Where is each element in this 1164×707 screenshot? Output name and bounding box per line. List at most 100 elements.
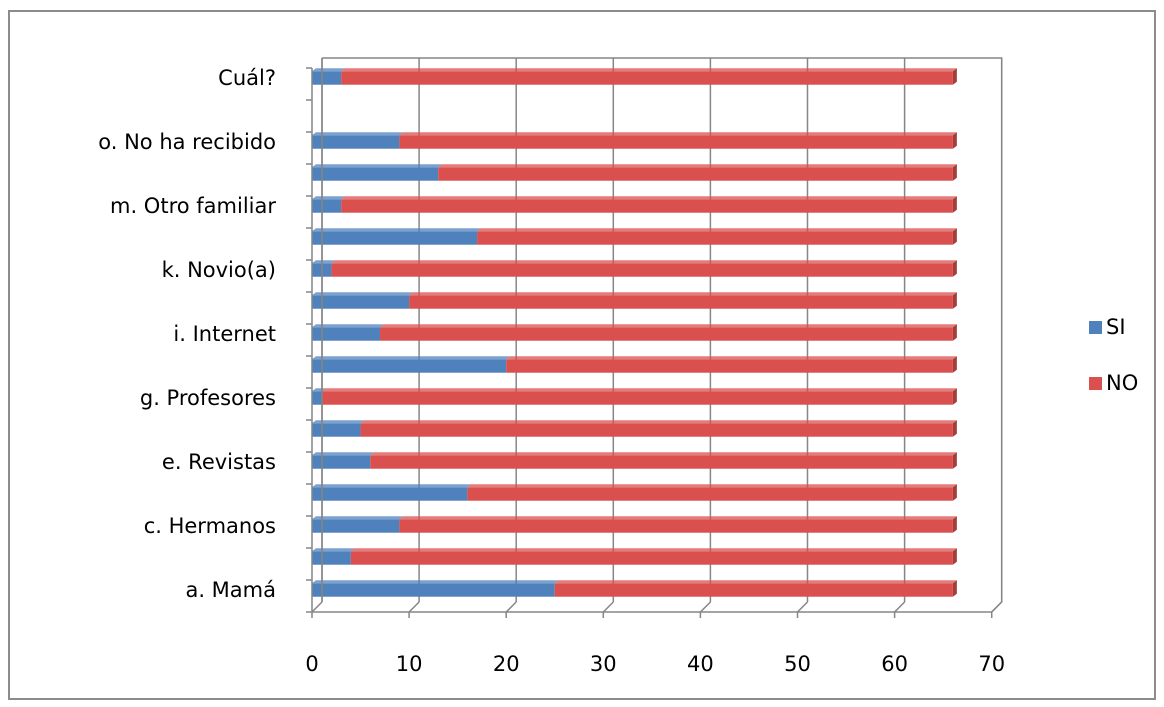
category-labels: a. Mamá c. Hermanos e. Revistas g. Profesor… — [98, 66, 276, 602]
bar-top-face — [312, 68, 346, 72]
category-label: g. Profesores — [140, 386, 276, 410]
bar-segment — [399, 519, 953, 533]
x-tick-labels: 0 10 20 30 40 50 60 70 — [305, 652, 1005, 676]
bar-segment — [467, 487, 953, 501]
bar-segment — [341, 71, 953, 85]
x-tick-label: 40 — [687, 652, 714, 676]
x-tick-label: 70 — [978, 652, 1005, 676]
category-label: m. Otro familiar — [110, 194, 276, 218]
bar-end-cap — [952, 484, 957, 501]
bar-segment — [312, 487, 468, 501]
x-tick-label: 50 — [784, 652, 811, 676]
bar-segment — [312, 199, 342, 213]
bar-segment — [506, 359, 953, 373]
gridline-floor — [602, 601, 614, 613]
bar-end-cap — [952, 228, 957, 245]
bar-top-face — [312, 228, 482, 232]
gridline-floor — [311, 601, 323, 613]
bar-top-face — [312, 324, 384, 328]
bar-segment — [312, 71, 342, 85]
legend-label: SI — [1106, 315, 1126, 339]
bar-segment — [312, 391, 322, 405]
category-label: a. Mamá — [185, 578, 276, 602]
bar-end-cap — [952, 356, 957, 373]
bar-segment — [312, 167, 439, 181]
bar-end-cap — [952, 260, 957, 277]
bar-segment — [350, 551, 953, 565]
bar-segment — [331, 263, 953, 277]
bar-segment — [477, 231, 953, 245]
bar-end-cap — [952, 420, 957, 437]
bar-segment — [312, 135, 400, 149]
bar-top-face — [331, 260, 957, 264]
x-tick-label: 30 — [590, 652, 617, 676]
bar-top-face — [312, 452, 375, 456]
legend-label: NO — [1106, 371, 1138, 395]
bar-top-face — [350, 548, 957, 552]
bar-end-cap — [952, 580, 957, 597]
bar-top-face — [341, 196, 957, 200]
category-label: Cuál? — [218, 66, 276, 90]
bar-top-face — [370, 452, 957, 456]
bar-top-face — [312, 132, 404, 136]
bar-end-cap — [952, 324, 957, 341]
bar-top-face — [312, 196, 346, 200]
category-label: o. No ha recibido — [98, 130, 276, 154]
bar-end-cap — [952, 516, 957, 533]
bar-end-cap — [952, 388, 957, 405]
bar-segment — [312, 295, 410, 309]
bar-top-face — [312, 580, 559, 584]
bar-end-cap — [952, 292, 957, 309]
bar-top-face — [312, 164, 443, 168]
bar-end-cap — [952, 548, 957, 565]
bar-top-face — [438, 164, 957, 168]
bar-top-face — [506, 356, 957, 360]
x-tick-label: 20 — [493, 652, 520, 676]
bar-end-cap — [952, 452, 957, 469]
bar-segment — [379, 327, 953, 341]
gridline-floor — [408, 601, 420, 613]
gridline-floor — [505, 601, 517, 613]
bar-end-cap — [952, 68, 957, 85]
bar-end-cap — [952, 132, 957, 149]
bar-segment — [321, 391, 953, 405]
bar-top-face — [341, 68, 957, 72]
legend: SI NO — [1089, 315, 1138, 395]
bar-top-face — [399, 132, 957, 136]
bar-segment — [312, 455, 371, 469]
bar-top-face — [477, 228, 957, 232]
bar-top-face — [467, 484, 957, 488]
bar-top-face — [554, 580, 957, 584]
bar-top-face — [321, 388, 957, 392]
bar-top-face — [312, 420, 365, 424]
bar-top-face — [399, 516, 957, 520]
bar-top-face — [312, 484, 472, 488]
bar-end-cap — [952, 196, 957, 213]
axes — [306, 58, 993, 618]
bar-segment — [312, 519, 400, 533]
bar-segment — [341, 199, 953, 213]
bar-end-cap — [952, 164, 957, 181]
bar-top-face — [312, 516, 404, 520]
category-label: e. Revistas — [162, 450, 276, 474]
gridline-floor — [796, 601, 809, 613]
bar-top-face — [360, 420, 957, 424]
bar-top-face — [379, 324, 957, 328]
x-tick-label: 10 — [396, 652, 423, 676]
x-tick-label: 60 — [881, 652, 908, 676]
bar-segment — [399, 135, 953, 149]
bar-top-face — [312, 292, 414, 296]
bar-segment — [312, 327, 380, 341]
category-label: c. Hermanos — [144, 514, 276, 538]
bar-segment — [312, 551, 351, 565]
bar-segment — [312, 583, 555, 597]
legend-swatch — [1089, 377, 1102, 390]
category-label: k. Novio(a) — [162, 258, 276, 282]
x-tick-label: 0 — [305, 652, 318, 676]
bar-segment — [370, 455, 953, 469]
bar-top-face — [312, 356, 511, 360]
bar-segment — [312, 423, 361, 437]
bar-segment — [312, 359, 507, 373]
gridline-floor — [894, 601, 906, 613]
